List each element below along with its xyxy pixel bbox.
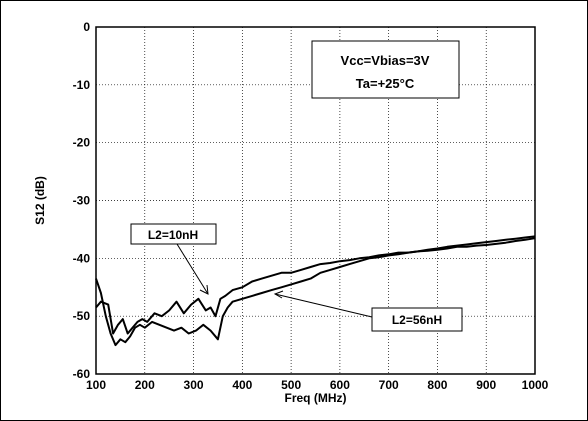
x-axis-label: Freq (MHz) [285, 391, 347, 405]
series-line-l2-10nh [95, 237, 536, 335]
x-tick-label: 700 [379, 378, 399, 392]
x-tick-label: 500 [281, 378, 301, 392]
annotation-line-2: Ta=+25°C [356, 76, 415, 91]
y-tick-label: -10 [73, 78, 91, 92]
x-tick-label: 100 [86, 378, 106, 392]
callout-l2-56nh-label: L2=56nH [392, 313, 442, 327]
x-tick-label: 300 [184, 378, 204, 392]
x-tick-label: 200 [135, 378, 155, 392]
x-tick-label: 400 [232, 378, 252, 392]
x-tick-labels: 100 200 300 400 500 600 700 800 900 1000 [86, 378, 549, 392]
callout-l2-10nh: L2=10nH [130, 223, 217, 295]
y-tick-label: -60 [73, 367, 91, 381]
conditions-annotation: Vcc=Vbias=3V Ta=+25°C [311, 40, 460, 99]
callout-l2-56nh-arrowhead [273, 290, 284, 299]
annotation-line-1: Vcc=Vbias=3V [341, 53, 430, 68]
y-tick-label: 0 [83, 20, 90, 34]
y-tick-labels: 0 -10 -20 -30 -40 -50 -60 [73, 20, 91, 381]
x-tick-label: 800 [427, 378, 447, 392]
y-axis-label: S12 (dB) [33, 176, 47, 225]
callout-l2-10nh-arrowhead [199, 284, 209, 295]
plot-area [95, 26, 536, 375]
x-tick-label: 900 [476, 378, 496, 392]
y-tick-label: -50 [73, 309, 91, 323]
callout-l2-10nh-label: L2=10nH [148, 228, 198, 242]
y-tick-label: -40 [73, 251, 91, 265]
x-tick-label: 600 [330, 378, 350, 392]
y-tick-label: -20 [73, 136, 91, 150]
callout-l2-10nh-arrow [176, 243, 209, 295]
callout-l2-56nh: L2=56nH [273, 290, 463, 332]
series-lines [95, 235, 536, 347]
x-tick-label: 1000 [522, 378, 549, 392]
callout-l2-56nh-arrow [274, 293, 373, 318]
y-tick-label: -30 [73, 194, 91, 208]
series-line-l2-56nh [95, 235, 536, 347]
